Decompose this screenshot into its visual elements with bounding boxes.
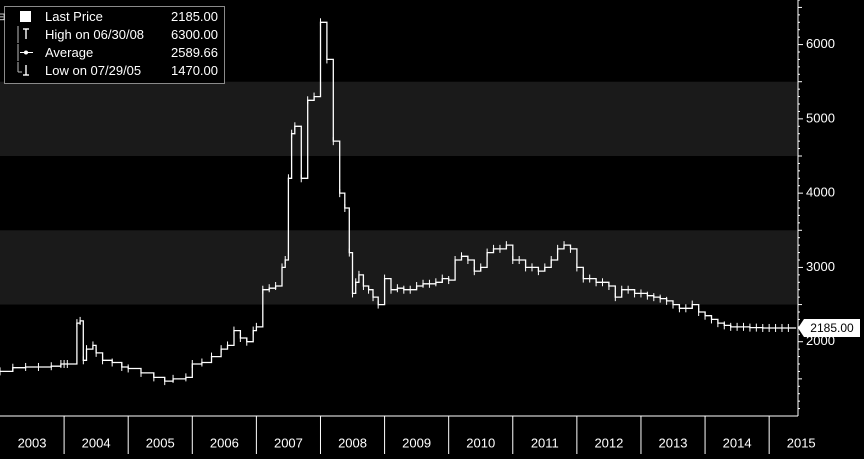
- legend-row-high: High on 06/30/08 6300.00: [5, 24, 224, 43]
- x-tick-label: 2013: [659, 435, 688, 450]
- band: [0, 81, 798, 156]
- y-tick-label: 5000: [806, 110, 835, 125]
- x-tick-label: 2006: [210, 435, 239, 450]
- legend-high-label: High on 06/30/08: [45, 27, 145, 42]
- legend-row-last-price: ⊟ Last Price 2185.00: [0, 8, 224, 25]
- x-tick-label: 2003: [18, 435, 47, 450]
- x-tick-label: 2009: [402, 435, 431, 450]
- x-tick-label: 2010: [466, 435, 495, 450]
- legend-low-label: Low on 07/29/05: [45, 63, 142, 78]
- high-marker-icon: [15, 24, 43, 43]
- y-tick-label: 3000: [806, 259, 835, 274]
- legend-high-value: 6300.00: [171, 27, 218, 42]
- legend-row-average: Average 2589.66: [5, 44, 224, 61]
- last-price-tag-text: 2185.00: [810, 321, 854, 335]
- legend-row-low: Low on 07/29/05 1470.00: [5, 62, 224, 79]
- legend-low-value: 1470.00: [171, 63, 218, 78]
- low-marker-icon: [15, 62, 43, 79]
- x-tick-label: 2005: [146, 435, 175, 450]
- x-tick-label: 2007: [274, 435, 303, 450]
- x-tick-label: 2008: [338, 435, 367, 450]
- x-tick-label: 2012: [594, 435, 623, 450]
- background-bands: [0, 81, 798, 305]
- x-tick-label: 2014: [723, 435, 752, 450]
- price-series: [0, 18, 797, 386]
- x-tick-label: 2015: [787, 435, 816, 450]
- last-price-tag: 2185.00: [798, 318, 860, 337]
- average-marker-icon: [15, 44, 43, 61]
- legend-average-value: 2589.66: [171, 45, 218, 60]
- x-tick-label: 2004: [82, 435, 111, 450]
- y-tick-label: 6000: [806, 36, 835, 51]
- last-price-tag-box: [798, 318, 860, 337]
- x-tick-label: 2011: [531, 435, 559, 450]
- last-price-swatch-icon: [15, 8, 43, 25]
- band: [0, 230, 798, 305]
- x-axis: 2003 2004 2005 2006 2007 2008 2009 2010 2011 2012…: [0, 415, 816, 454]
- legend-last-price-value: 2185.00: [171, 9, 218, 24]
- legend-average-label: Average: [45, 45, 94, 60]
- y-tick-label: 4000: [806, 185, 835, 200]
- collapse-icon[interactable]: ⊟: [0, 12, 6, 23]
- legend-last-price-label: Last Price: [45, 9, 103, 24]
- legend: ⊟ Last Price 2185.00 High on 06/30/08 63…: [0, 6, 225, 84]
